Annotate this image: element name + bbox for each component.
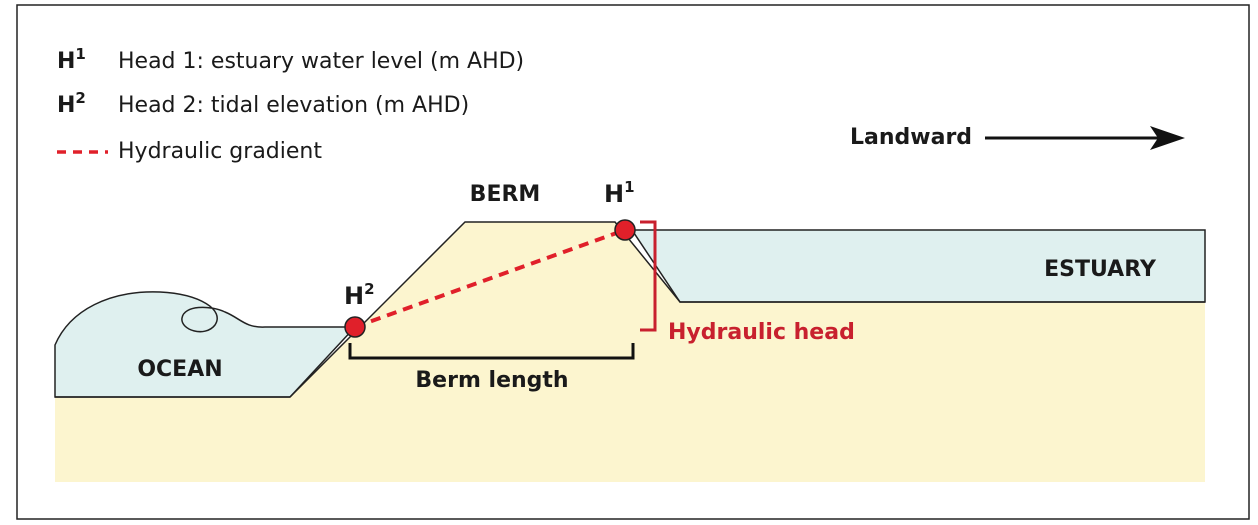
- head-point: [614, 219, 636, 241]
- text-part: 1: [624, 178, 634, 196]
- direction-label: Landward: [850, 125, 972, 150]
- berm-length-label: Berm length: [415, 368, 568, 393]
- legend-symbol: H2: [57, 89, 86, 119]
- text-part: H: [57, 49, 75, 74]
- arrow-head: [1150, 126, 1185, 150]
- legend-symbol: H1: [57, 45, 86, 75]
- hydraulic-head-label: Hydraulic head: [668, 320, 855, 345]
- point-label: H2: [344, 280, 375, 311]
- text-part: 1: [75, 45, 85, 63]
- legend-label: Head 1: estuary water level (m AHD): [118, 49, 524, 74]
- length-bracket: [348, 343, 635, 360]
- hydraulic-gradient: [354, 228, 626, 329]
- ground-line: [289, 221, 1205, 398]
- text-part: H: [344, 282, 364, 310]
- text-part: H: [57, 93, 75, 118]
- estuary-label: ESTUARY: [1044, 257, 1157, 282]
- head-bracket: [640, 220, 657, 332]
- head-point: [344, 316, 366, 338]
- ocean-label: OCEAN: [137, 357, 222, 382]
- sand: [55, 222, 1205, 482]
- legend-label: Head 2: tidal elevation (m AHD): [118, 93, 469, 118]
- text-part: 2: [75, 89, 85, 107]
- ocean-water: [54, 291, 357, 398]
- berm-label: BERM: [470, 182, 541, 207]
- text-part: H: [604, 180, 624, 208]
- legend-label: Hydraulic gradient: [118, 139, 322, 164]
- point-label: H1: [604, 178, 635, 209]
- text-part: 2: [364, 280, 374, 298]
